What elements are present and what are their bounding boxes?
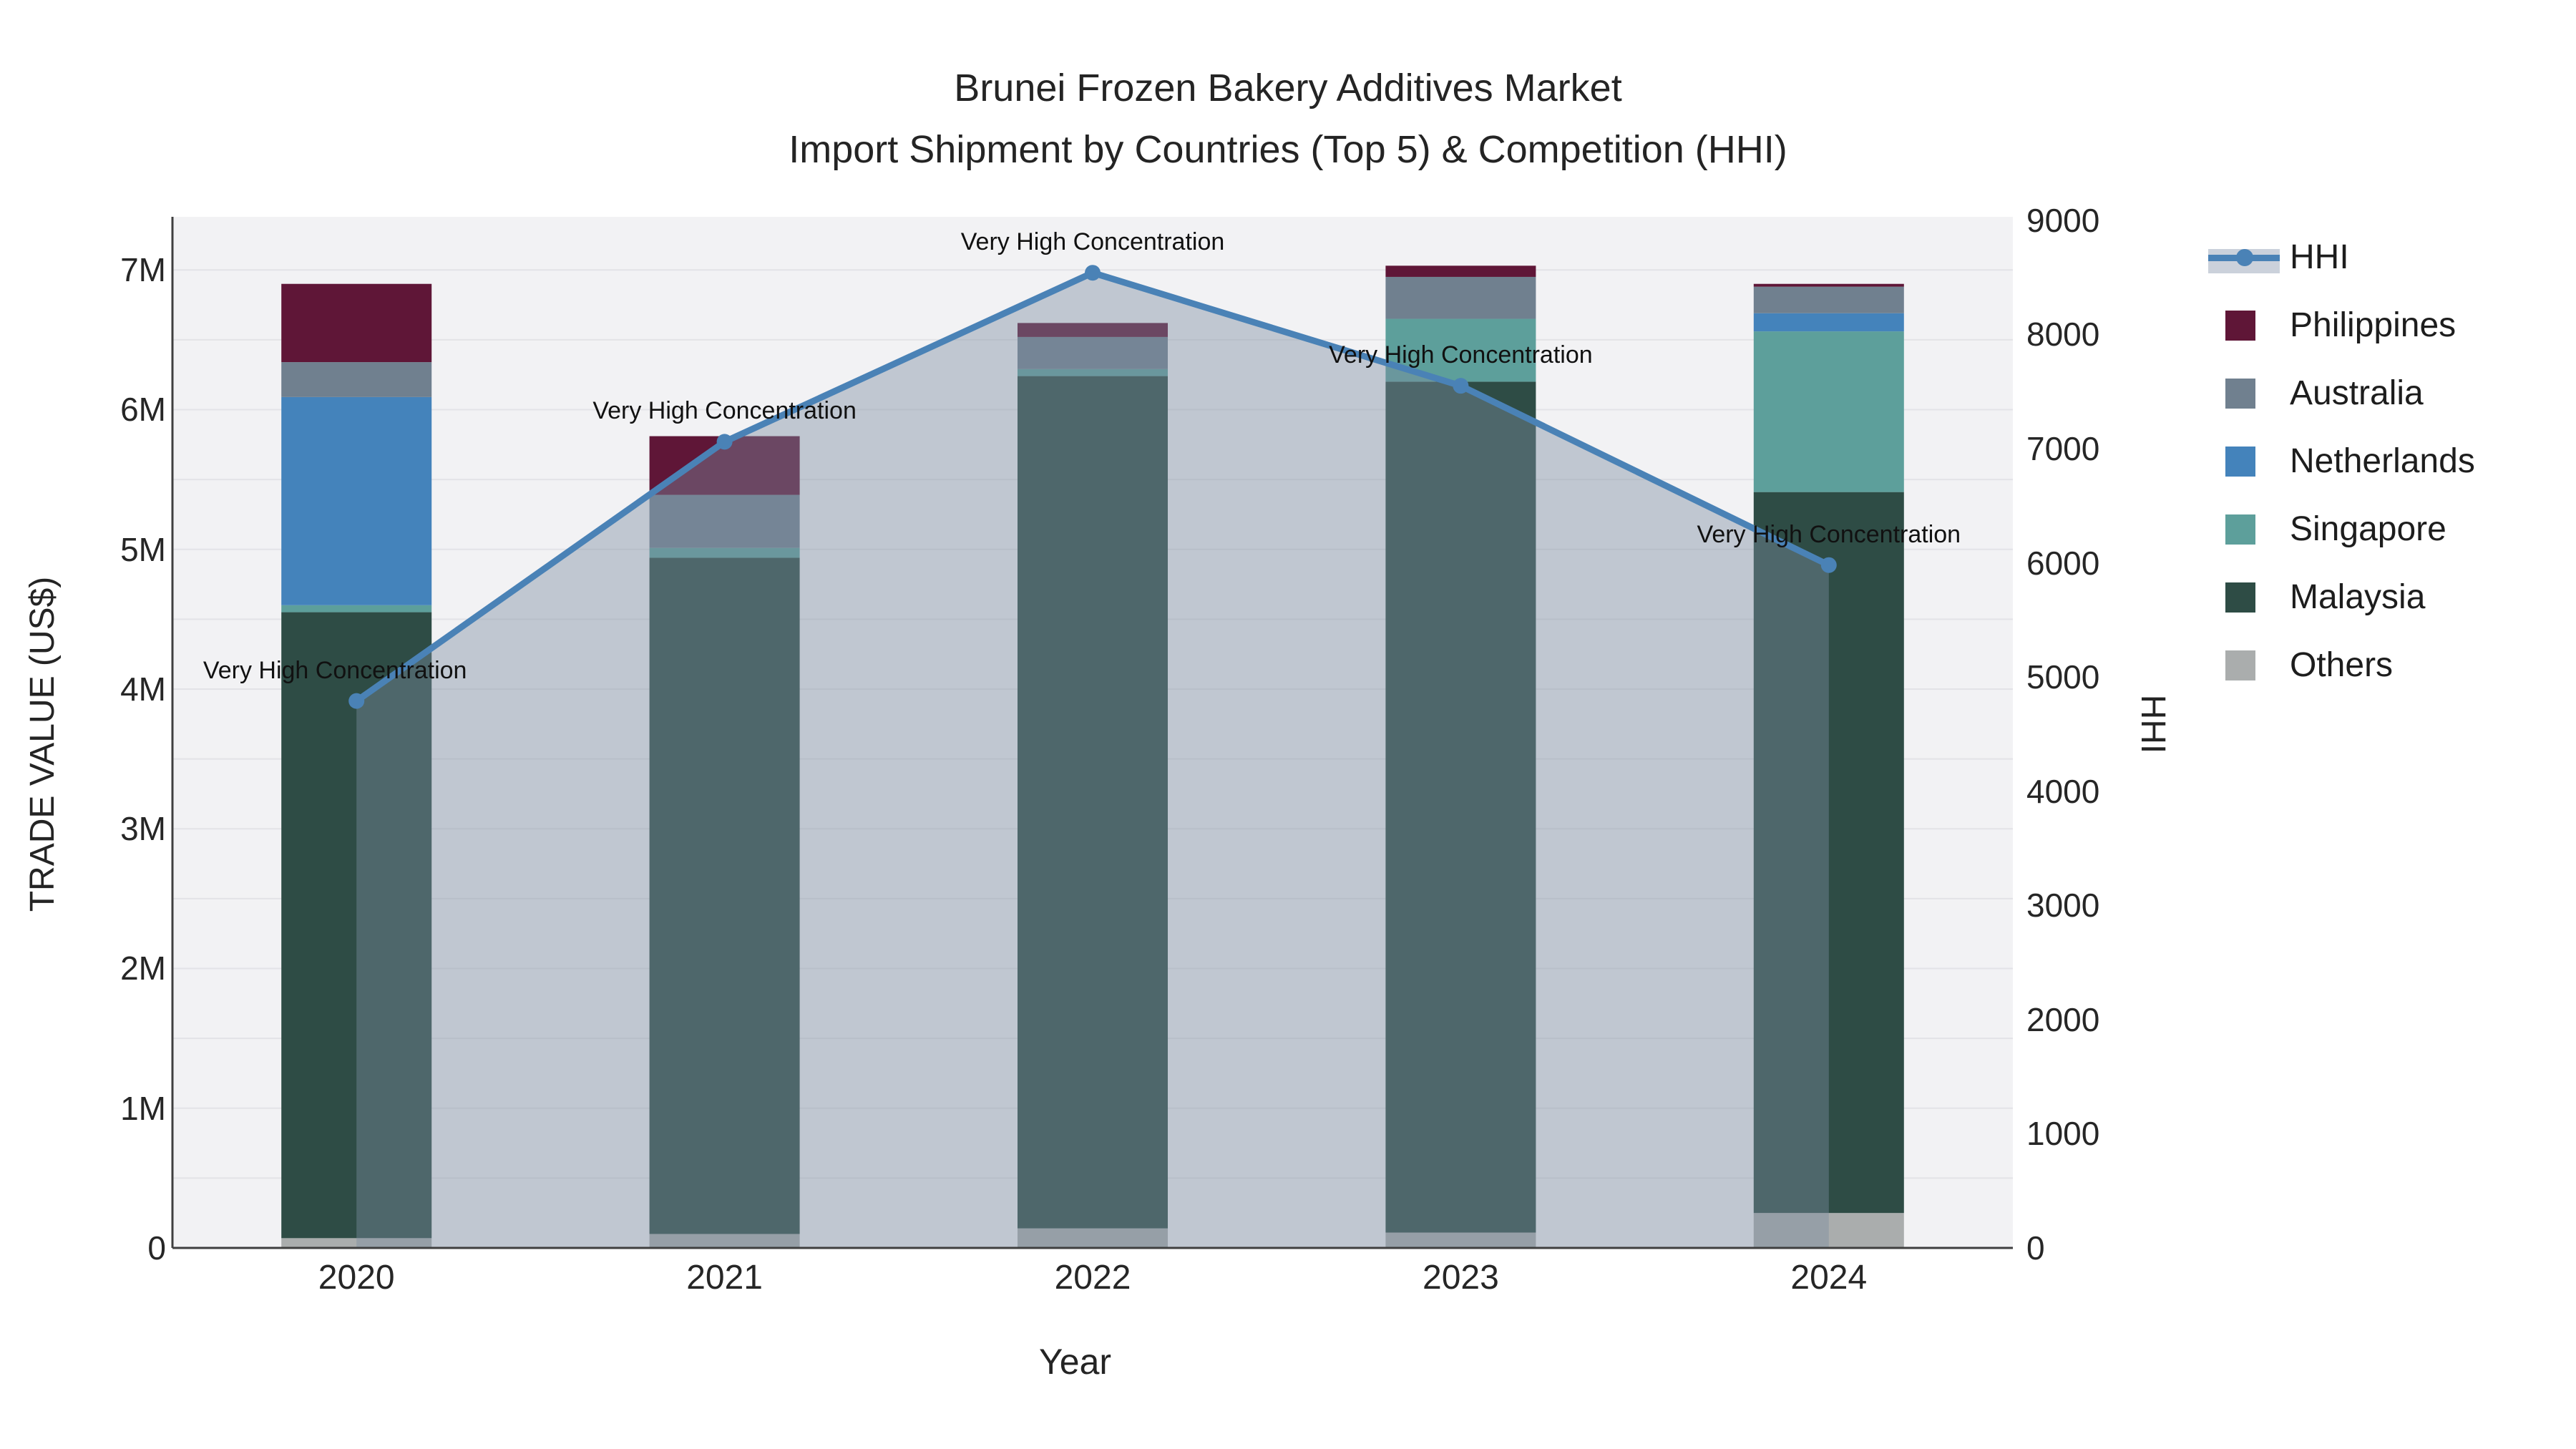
y-right-tick-4000: 4000 <box>2026 772 2100 810</box>
y-left-tick-5M: 5M <box>120 530 166 568</box>
chart-title-line2: Import Shipment by Countries (Top 5) & C… <box>789 128 1787 171</box>
legend-item-malaysia[interactable]: Malaysia <box>2197 576 2569 619</box>
legend-label-singapore: Singapore <box>2290 510 2446 548</box>
y-left-tick-1M: 1M <box>120 1089 166 1127</box>
bar-segment-australia-2023[interactable] <box>1385 276 1536 319</box>
legend-label-philippines: Philippines <box>2290 306 2457 344</box>
y-left-tick-6M: 6M <box>120 391 166 429</box>
y-left-tick-0: 0 <box>147 1229 166 1267</box>
legend-item-netherlands[interactable]: Netherlands <box>2197 440 2569 483</box>
bar-segment-others-2021[interactable] <box>649 1234 800 1248</box>
bar-segment-malaysia-2022[interactable] <box>1018 376 1168 1229</box>
bar-segment-malaysia-2021[interactable] <box>649 557 800 1234</box>
x-tick-2024: 2024 <box>1790 1259 1868 1297</box>
legend-item-australia[interactable]: Australia <box>2197 372 2569 415</box>
bar-segment-singapore-2024[interactable] <box>1753 331 1904 492</box>
bar-segment-philippines-2023[interactable] <box>1385 265 1536 277</box>
annotation-2023: Very High Concentration <box>1329 341 1593 369</box>
bar-segment-philippines-2022[interactable] <box>1018 323 1168 337</box>
bar-segment-philippines-2024[interactable] <box>1753 283 1904 287</box>
bar-segment-others-2023[interactable] <box>1385 1232 1536 1248</box>
bar-segment-singapore-2021[interactable] <box>649 547 800 558</box>
bar-segment-philippines-2020[interactable] <box>281 283 432 363</box>
y-right-tick-7000: 7000 <box>2026 429 2100 467</box>
hhi-fill-area <box>356 273 1829 1248</box>
annotation-2022: Very High Concentration <box>960 228 1225 256</box>
x-tick-2022: 2022 <box>1054 1259 1131 1297</box>
hhi-marker-2021[interactable] <box>716 434 733 450</box>
bar-segment-singapore-2020[interactable] <box>281 605 432 613</box>
annotation-2024: Very High Concentration <box>1697 520 1961 548</box>
x-tick-2020: 2020 <box>318 1259 395 1297</box>
bar-segment-malaysia-2023[interactable] <box>1385 381 1536 1233</box>
legend-item-others[interactable]: Others <box>2197 644 2569 687</box>
y-left-tick-3M: 3M <box>120 810 166 848</box>
y-right-tick-2000: 2000 <box>2026 1000 2100 1038</box>
legend-swatch-others <box>2225 650 2255 680</box>
bar-segment-netherlands-2020[interactable] <box>281 396 432 605</box>
bar-segment-netherlands-2024[interactable] <box>1753 313 1904 332</box>
bar-segment-others-2024[interactable] <box>1753 1213 1904 1248</box>
bar-segment-australia-2021[interactable] <box>649 494 800 548</box>
legend-label-malaysia: Malaysia <box>2290 578 2426 616</box>
bar-segment-australia-2022[interactable] <box>1018 336 1168 369</box>
legend-label-australia: Australia <box>2290 374 2424 412</box>
y-left-tick-2M: 2M <box>120 950 166 987</box>
legend-label-hhi: HHI <box>2290 238 2349 276</box>
hhi-marker-swatch <box>2236 249 2253 266</box>
y-left-tick-4M: 4M <box>120 670 166 708</box>
y-right-tick-3000: 3000 <box>2026 887 2100 924</box>
legend-item-philippines[interactable]: Philippines <box>2197 304 2569 347</box>
hhi-marker-2020[interactable] <box>348 693 365 709</box>
legend-swatch-philippines <box>2225 311 2255 341</box>
hhi-marker-2022[interactable] <box>1085 265 1101 281</box>
bar-segment-australia-2020[interactable] <box>281 362 432 397</box>
hhi-marker-2023[interactable] <box>1453 378 1469 394</box>
hhi-marker-2024[interactable] <box>1820 557 1837 573</box>
bar-segment-singapore-2022[interactable] <box>1018 369 1168 376</box>
y-right-tick-8000: 8000 <box>2026 316 2100 353</box>
chart-title-line1: Brunei Frozen Bakery Additives Market <box>954 67 1622 109</box>
y-right-tick-1000: 1000 <box>2026 1115 2100 1153</box>
y-right-tick-6000: 6000 <box>2026 544 2100 582</box>
bar-segment-others-2020[interactable] <box>281 1238 432 1248</box>
legend-label-netherlands: Netherlands <box>2290 442 2475 480</box>
y-left-axis-title: TRADE VALUE (US$) <box>24 576 62 912</box>
x-axis-title: Year <box>1039 1342 1112 1382</box>
annotation-2020: Very High Concentration <box>203 656 467 684</box>
y-right-tick-5000: 5000 <box>2026 658 2100 696</box>
legend-swatch-singapore <box>2225 514 2255 545</box>
bar-segment-australia-2024[interactable] <box>1753 286 1904 313</box>
legend-label-others: Others <box>2290 646 2394 684</box>
y-right-axis-title: HHI <box>2134 694 2172 754</box>
bar-segment-others-2022[interactable] <box>1018 1228 1168 1248</box>
y-left-tick-7M: 7M <box>120 251 166 289</box>
legend-item-hhi[interactable]: HHI <box>2197 236 2569 279</box>
y-right-tick-0: 0 <box>2026 1229 2045 1267</box>
legend-swatch-netherlands <box>2225 447 2255 477</box>
x-tick-2021: 2021 <box>686 1259 763 1297</box>
legend-swatch-malaysia <box>2225 582 2255 613</box>
legend-swatch-australia <box>2225 379 2255 409</box>
y-right-tick-9000: 9000 <box>2026 201 2100 239</box>
legend-item-singapore[interactable]: Singapore <box>2197 508 2569 551</box>
bar-segment-malaysia-2020[interactable] <box>281 612 432 1239</box>
x-tick-2023: 2023 <box>1423 1259 1499 1297</box>
annotation-2021: Very High Concentration <box>592 397 857 425</box>
bar-segment-malaysia-2024[interactable] <box>1753 492 1904 1214</box>
